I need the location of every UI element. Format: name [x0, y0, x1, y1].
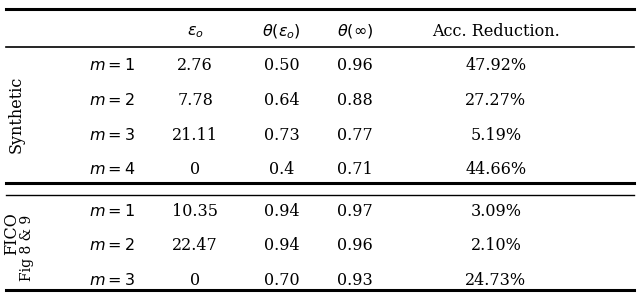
Text: 0.94: 0.94 — [264, 238, 300, 254]
Text: $m = 2$: $m = 2$ — [89, 92, 135, 109]
Text: 5.19%: 5.19% — [470, 127, 522, 143]
Text: 22.47: 22.47 — [172, 238, 218, 254]
Text: $m = 4$: $m = 4$ — [89, 161, 135, 178]
Text: 0.70: 0.70 — [264, 272, 300, 289]
Text: 10.35: 10.35 — [172, 203, 218, 220]
Text: 0.94: 0.94 — [264, 203, 300, 220]
Text: 0: 0 — [190, 272, 200, 289]
Text: 0.4: 0.4 — [269, 161, 294, 178]
Text: 21.11: 21.11 — [172, 127, 218, 143]
Text: $\theta(\epsilon_o)$: $\theta(\epsilon_o)$ — [262, 22, 301, 41]
Text: 7.78: 7.78 — [177, 92, 213, 109]
Text: 0.97: 0.97 — [337, 203, 373, 220]
Text: 0.64: 0.64 — [264, 92, 300, 109]
Text: 0.88: 0.88 — [337, 92, 373, 109]
Text: 0.71: 0.71 — [337, 161, 373, 178]
Text: Synthetic: Synthetic — [8, 76, 24, 153]
Text: $m = 2$: $m = 2$ — [89, 238, 135, 254]
Text: $\theta(\infty)$: $\theta(\infty)$ — [337, 22, 373, 40]
Text: $m = 3$: $m = 3$ — [89, 272, 135, 289]
Text: $m = 3$: $m = 3$ — [89, 127, 135, 143]
Text: 27.27%: 27.27% — [465, 92, 527, 109]
Text: $m = 1$: $m = 1$ — [89, 203, 135, 220]
Text: 0.96: 0.96 — [337, 238, 373, 254]
Text: 0.77: 0.77 — [337, 127, 373, 143]
Text: 0.73: 0.73 — [264, 127, 300, 143]
Text: $\epsilon_o$: $\epsilon_o$ — [187, 23, 204, 40]
Text: 47.92%: 47.92% — [465, 58, 527, 74]
Text: 2.10%: 2.10% — [470, 238, 522, 254]
Text: 2.76: 2.76 — [177, 58, 213, 74]
Text: 0.93: 0.93 — [337, 272, 373, 289]
Text: Fig 8 & 9: Fig 8 & 9 — [20, 215, 34, 281]
Text: FICO: FICO — [3, 212, 20, 255]
Text: 44.66%: 44.66% — [465, 161, 527, 178]
Text: 0.96: 0.96 — [337, 58, 373, 74]
Text: 3.09%: 3.09% — [470, 203, 522, 220]
Text: 24.73%: 24.73% — [465, 272, 527, 289]
Text: Acc. Reduction.: Acc. Reduction. — [432, 23, 560, 40]
Text: 0.50: 0.50 — [264, 58, 300, 74]
Text: 0: 0 — [190, 161, 200, 178]
Text: $m = 1$: $m = 1$ — [89, 58, 135, 74]
